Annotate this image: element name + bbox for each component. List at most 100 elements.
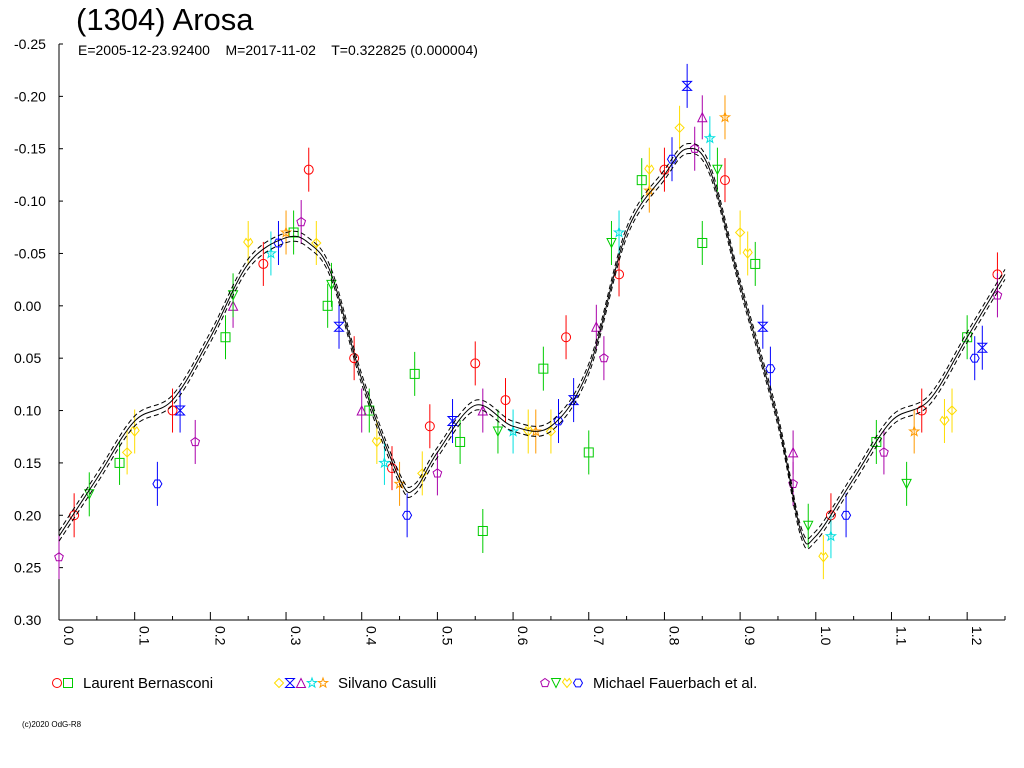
x-tick-label: 0.1 bbox=[137, 626, 153, 646]
data-point bbox=[939, 415, 950, 427]
legend-marker bbox=[273, 677, 285, 689]
data-point bbox=[393, 477, 406, 490]
y-tick-label: 0.05 bbox=[14, 350, 41, 366]
data-point bbox=[666, 154, 678, 164]
y-tick-label: -0.10 bbox=[14, 193, 46, 209]
data-point bbox=[818, 551, 829, 563]
x-tick-label: 1.2 bbox=[969, 626, 985, 646]
x-tick-label: 0.7 bbox=[591, 626, 607, 646]
data-points bbox=[54, 63, 1003, 580]
data-point bbox=[303, 164, 314, 175]
x-tick-label: 0.6 bbox=[515, 626, 531, 646]
legend-marker bbox=[316, 676, 330, 689]
y-tick-label: 0.00 bbox=[14, 298, 41, 314]
data-point bbox=[477, 404, 489, 416]
data-point bbox=[612, 226, 626, 238]
x-tick-label: 1.1 bbox=[893, 626, 909, 646]
y-tick-label: -0.25 bbox=[14, 36, 46, 52]
y-tick-label: -0.15 bbox=[14, 141, 46, 157]
y-tick-label: 0.10 bbox=[14, 403, 41, 419]
data-point bbox=[296, 216, 307, 227]
data-point bbox=[583, 447, 594, 458]
data-point bbox=[787, 446, 799, 458]
data-point bbox=[636, 175, 647, 186]
fit-curve-lower bbox=[58, 152, 1006, 550]
data-point bbox=[757, 321, 769, 332]
data-point bbox=[220, 332, 231, 343]
data-point bbox=[718, 110, 732, 123]
x-tick-label: 0.3 bbox=[288, 626, 304, 646]
data-point bbox=[590, 321, 602, 332]
data-point bbox=[734, 227, 746, 238]
data-point bbox=[742, 248, 753, 259]
legend-marker bbox=[572, 678, 584, 688]
data-point bbox=[567, 395, 580, 406]
legend-marker bbox=[63, 678, 73, 688]
x-tick-label: 1.0 bbox=[818, 626, 834, 646]
y-tick-label: -0.05 bbox=[14, 245, 46, 261]
data-point bbox=[689, 143, 700, 153]
data-point bbox=[599, 353, 609, 363]
data-point bbox=[174, 405, 186, 416]
data-point bbox=[750, 258, 761, 269]
data-point bbox=[946, 405, 958, 416]
data-point bbox=[697, 237, 708, 248]
data-point bbox=[644, 164, 655, 175]
x-tick-label: 0.9 bbox=[742, 626, 758, 646]
data-point bbox=[908, 424, 921, 437]
data-point bbox=[976, 342, 989, 353]
data-point bbox=[258, 258, 269, 269]
data-point bbox=[477, 525, 488, 536]
data-point bbox=[492, 426, 504, 438]
legend-marker bbox=[52, 678, 62, 688]
data-point bbox=[333, 321, 345, 332]
data-point bbox=[167, 405, 178, 416]
chart-legend: Laurent Bernasconi Silvano Casulli Michael… bbox=[52, 675, 757, 692]
data-point bbox=[190, 436, 201, 447]
data-point bbox=[311, 237, 322, 249]
data-point bbox=[121, 447, 133, 458]
data-point bbox=[712, 164, 723, 176]
data-point bbox=[824, 529, 838, 542]
chart-subtitle: E=2005-12-23.92400 M=2017-11-02 T=0.3228… bbox=[78, 42, 478, 58]
data-point bbox=[432, 468, 443, 478]
data-point bbox=[538, 363, 549, 374]
data-point bbox=[243, 237, 254, 249]
data-point bbox=[424, 421, 435, 432]
data-point bbox=[152, 479, 163, 489]
data-point bbox=[765, 364, 776, 374]
copyright-text: (c)2020 OdG-R8 bbox=[22, 720, 82, 729]
data-point bbox=[969, 353, 980, 363]
data-point bbox=[841, 510, 852, 520]
x-tick-label: 0.4 bbox=[364, 626, 380, 646]
y-tick-label: 0.15 bbox=[14, 455, 41, 471]
legend-marker bbox=[305, 676, 319, 689]
data-point bbox=[561, 332, 572, 343]
data-point bbox=[681, 80, 693, 91]
fit-curve-upper bbox=[58, 142, 1006, 540]
data-point bbox=[500, 395, 511, 406]
data-point bbox=[409, 368, 420, 379]
legend-entry: Michael Fauerbach et al. bbox=[593, 675, 757, 692]
fit-curve bbox=[58, 147, 1006, 545]
data-point bbox=[356, 404, 368, 416]
data-point bbox=[378, 456, 391, 469]
chart-title: (1304) Arosa bbox=[76, 2, 254, 37]
data-point bbox=[114, 457, 125, 468]
legend-marker bbox=[540, 677, 550, 688]
data-point bbox=[703, 131, 716, 144]
data-point bbox=[54, 552, 64, 562]
x-tick-label: 0.5 bbox=[439, 626, 455, 646]
data-point bbox=[719, 175, 730, 186]
data-point bbox=[606, 238, 617, 249]
y-tick-label: 0.30 bbox=[14, 612, 41, 628]
data-point bbox=[545, 426, 557, 437]
data-point bbox=[402, 510, 413, 520]
data-point bbox=[523, 426, 534, 437]
data-point bbox=[455, 436, 466, 447]
legend-marker bbox=[295, 677, 307, 688]
data-point bbox=[322, 300, 333, 311]
legend-entry: Laurent Bernasconi bbox=[83, 675, 213, 692]
data-point bbox=[674, 122, 685, 134]
y-tick-label: -0.20 bbox=[14, 88, 46, 104]
